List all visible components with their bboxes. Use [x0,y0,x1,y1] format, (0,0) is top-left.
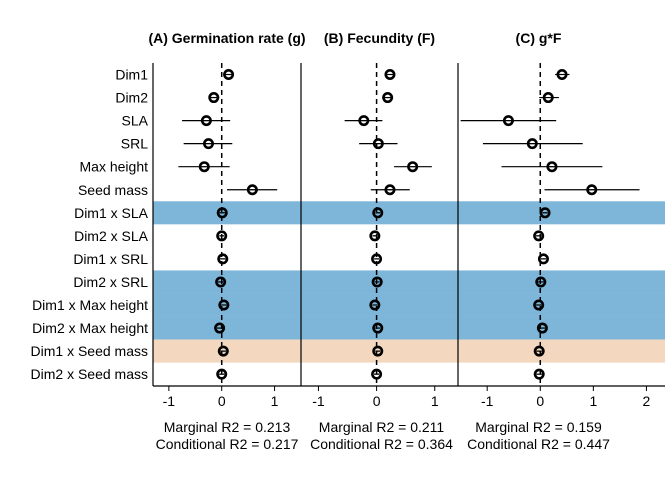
estimate-point [546,161,558,173]
estimate-point [556,69,568,81]
x-tick-label: -1 [481,393,494,409]
estimate-point [372,207,384,219]
estimate-point [223,69,235,81]
conditional-r2: Conditional R2 = 0.364 [310,436,453,452]
estimate-point [218,299,230,311]
row-label: Seed mass [78,182,148,198]
estimate-point [502,115,514,127]
estimate-point [533,345,545,357]
row-label: Dim2 [115,90,148,106]
highlight-bands [153,201,665,363]
estimate-point [371,368,383,380]
row-label: Dim1 x Seed mass [31,343,148,359]
row-label: Dim2 x Max height [32,320,148,336]
estimate-point [372,138,384,150]
x-tick-label: -1 [163,393,176,409]
x-tick-label: 0 [373,393,381,409]
highlight-band-blue [153,201,665,225]
panels: (A) Germination rate (g) -1 0 1 Marginal R2 … [148,30,665,452]
row-label: Dim1 x SRL [73,251,148,267]
marginal-r2: Marginal R2 = 0.213 [164,419,291,435]
row-label: SLA [122,113,149,129]
estimate-point [533,368,545,380]
panel-2: (B) Fecundity (F) -1 0 1 Marginal R2 = 0.211… [300,30,453,452]
estimate-point [526,138,538,150]
x-tick-label: -1 [312,393,325,409]
x-tick-label: 0 [536,393,544,409]
estimate-point [372,322,384,334]
estimate-point [535,276,547,288]
estimate-point [208,92,220,104]
highlight-band-blue [153,270,665,294]
estimate-point [539,207,551,219]
estimate-point [369,299,381,311]
panel-3: (C) g*F -1 0 1 2 Marginal R2 = 0.159Condition… [457,30,651,452]
estimate-point [407,161,419,173]
highlight-band-blue [153,293,665,317]
row-label: Dim2 x SRL [73,274,148,290]
row-labels: Dim1 Dim2 SLA SRL Max height Seed mass Dim1 x … [31,67,149,383]
row-label: Dim2 x Seed mass [31,366,148,382]
x-tick-label: 0 [218,393,226,409]
estimate-point [203,138,215,150]
estimate-point [214,322,226,334]
estimate-point [586,184,598,196]
panel-title: (C) g*F [516,30,562,46]
estimate-point [216,230,228,242]
x-tick-label: 2 [643,393,651,409]
estimate-point [382,92,394,104]
estimate-point [384,69,396,81]
estimate-point [200,115,212,127]
estimate-point [198,161,210,173]
x-tick-label: 1 [589,393,597,409]
panel-title: (A) Germination rate (g) [148,30,305,46]
estimate-point [533,299,545,311]
estimate-point [369,230,381,242]
estimate-point [371,253,383,265]
estimate-point [358,115,370,127]
row-label: SRL [121,136,148,152]
row-label: Max height [80,159,149,175]
estimate-point [216,207,228,219]
row-label: Dim1 x SLA [74,205,149,221]
row-label: Dim1 x Max height [32,297,148,313]
estimate-point [246,184,258,196]
panel-title: (B) Fecundity (F) [324,30,435,46]
estimate-point [537,253,549,265]
conditional-r2: Conditional R2 = 0.217 [156,436,299,452]
row-label: Dim2 x SLA [74,228,149,244]
highlight-band-peach [153,339,665,363]
highlight-band-blue [153,316,665,340]
estimate-point [536,322,548,334]
x-tick-label: 1 [431,393,439,409]
row-label: Dim1 [115,67,148,83]
estimate-point [372,345,384,357]
estimate-point [384,184,396,196]
conditional-r2: Conditional R2 = 0.447 [467,436,610,452]
estimate-point [215,276,227,288]
marginal-r2: Marginal R2 = 0.211 [319,419,445,435]
marginal-r2: Marginal R2 = 0.159 [475,419,602,435]
estimate-point [217,253,229,265]
x-tick-label: 1 [271,393,279,409]
estimate-point [216,368,228,380]
panel-1: (A) Germination rate (g) -1 0 1 Marginal R2 … [148,30,305,452]
estimate-point [542,92,554,104]
estimate-point [533,230,545,242]
estimate-point [217,345,229,357]
estimate-point [371,276,383,288]
